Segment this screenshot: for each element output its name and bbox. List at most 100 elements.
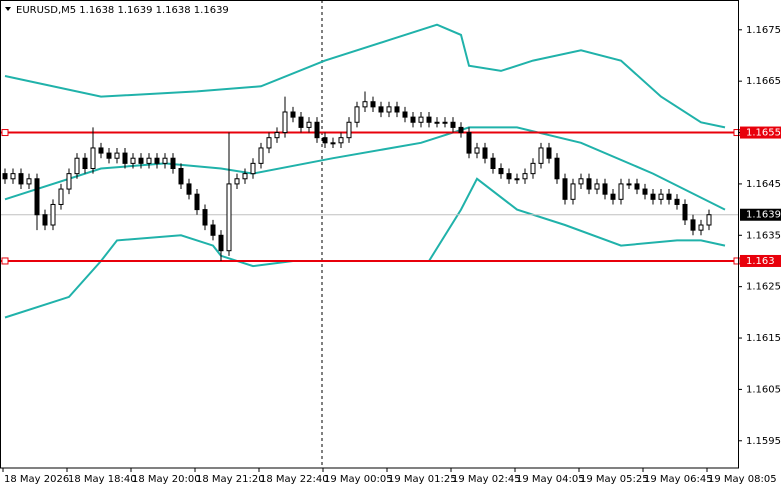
candle-body: [522, 173, 528, 180]
candle-body: [610, 193, 616, 200]
candle-body: [698, 224, 704, 231]
x-tick-label: 18 May 18:40: [68, 474, 137, 485]
candle-body: [90, 147, 96, 170]
candle-body: [434, 121, 440, 124]
candle-body: [18, 173, 24, 185]
candle-body: [562, 178, 568, 200]
candle-body: [234, 178, 240, 185]
level-label-box: [740, 126, 781, 139]
x-tick-label: 19 May 02:45: [452, 474, 521, 485]
candle-body: [490, 157, 496, 170]
candle-body: [706, 214, 712, 226]
candle-body: [242, 173, 248, 180]
candle-body: [122, 152, 128, 164]
candle-body: [442, 121, 448, 124]
candle-body: [458, 126, 464, 134]
candle-body: [362, 101, 368, 108]
candle-body: [98, 147, 104, 154]
candle-body: [474, 147, 480, 154]
candle-body: [210, 224, 216, 236]
candle-body: [354, 106, 360, 123]
candle-body: [530, 162, 536, 175]
candle-body: [226, 183, 232, 252]
candle-body: [498, 168, 504, 175]
y-tick-label: 1.1675: [746, 25, 781, 36]
candle-body: [378, 106, 384, 113]
candle-body: [306, 121, 312, 128]
level-marker: [733, 257, 741, 265]
candle-body: [634, 183, 640, 190]
x-tick-label: 19 May 00:05: [324, 474, 393, 485]
candle-body: [346, 121, 352, 139]
current-price-box: [740, 208, 781, 221]
marks: [0, 23, 741, 319]
candle-body: [594, 183, 600, 190]
candle-body: [554, 157, 560, 180]
candle-body: [138, 157, 144, 164]
candle-body: [82, 157, 88, 170]
candle-body: [218, 234, 224, 252]
candle-body: [274, 132, 280, 139]
candle-body: [650, 193, 656, 200]
candle-body: [546, 147, 552, 159]
candle-body: [130, 157, 136, 164]
candle-body: [2, 173, 8, 180]
candle-body: [202, 209, 208, 226]
candle-body: [314, 121, 320, 139]
candle-body: [514, 178, 520, 181]
candle-body: [26, 178, 32, 185]
x-tick-label: 18 May 21:20: [196, 474, 265, 485]
candle-body: [186, 183, 192, 195]
y-tick-label: 1.1595: [746, 436, 781, 447]
x-tick-label: 19 May 04:05: [516, 474, 585, 485]
candle-body: [658, 193, 664, 200]
candle-body: [626, 183, 632, 186]
candle-body: [466, 132, 472, 154]
candle-body: [298, 116, 304, 128]
candle-body: [482, 147, 488, 159]
x-tick-label: 19 May 01:25: [388, 474, 457, 485]
candle-body: [578, 178, 584, 185]
candle-body: [642, 188, 648, 195]
candle-body: [666, 193, 672, 200]
candle-body: [370, 101, 376, 108]
band-line: [4, 126, 726, 211]
level-label-box: [740, 254, 781, 267]
y-tick-label: 1.1645: [746, 179, 781, 190]
candle-body: [506, 173, 512, 180]
x-tick-label: 19 May 05:25: [580, 474, 649, 485]
menu-triangle[interactable]: [5, 7, 11, 11]
candle-body: [74, 157, 80, 175]
candle-body: [682, 203, 688, 221]
candle-body: [418, 116, 424, 123]
candle-body: [330, 142, 336, 145]
y-tick-label: 1.1665: [746, 76, 781, 87]
y-tick-label: 1.1635: [746, 230, 781, 241]
candle-body: [282, 111, 288, 134]
candle-body: [402, 111, 408, 118]
candle-body: [586, 178, 592, 190]
plot-border: [0, 0, 739, 469]
candle-body: [162, 157, 168, 164]
candle-body: [146, 157, 152, 164]
candle-body: [154, 157, 160, 164]
candle-body: [250, 162, 256, 175]
candle-body: [58, 188, 64, 205]
candle-body: [618, 183, 624, 200]
level-marker: [1, 129, 9, 137]
candle-body: [114, 152, 120, 159]
candle-body: [66, 173, 72, 190]
level-label: 1.163: [746, 256, 775, 267]
candle-body: [570, 183, 576, 200]
candle-body: [10, 173, 16, 180]
candle-body: [266, 137, 272, 149]
current-price-label: 1.1639: [746, 210, 781, 221]
candle-body: [426, 116, 432, 123]
candle-body: [290, 111, 296, 118]
level-label: 1.1655: [746, 128, 781, 139]
candle-body: [602, 183, 608, 195]
candle-body: [258, 147, 264, 164]
candle-body: [322, 137, 328, 144]
